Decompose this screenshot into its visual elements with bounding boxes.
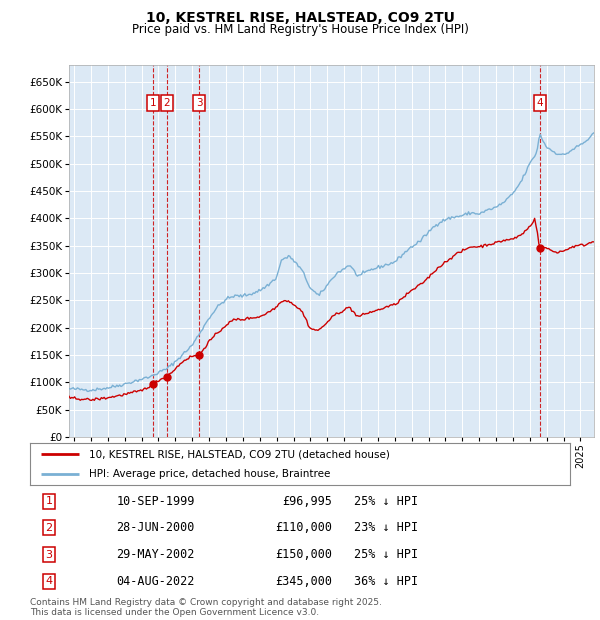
Text: 28-JUN-2000: 28-JUN-2000	[116, 521, 195, 534]
Text: 4: 4	[46, 576, 52, 587]
Text: 10-SEP-1999: 10-SEP-1999	[116, 495, 195, 508]
Text: 10, KESTREL RISE, HALSTEAD, CO9 2TU: 10, KESTREL RISE, HALSTEAD, CO9 2TU	[146, 11, 454, 25]
Text: 10, KESTREL RISE, HALSTEAD, CO9 2TU (detached house): 10, KESTREL RISE, HALSTEAD, CO9 2TU (det…	[89, 450, 390, 459]
Text: 3: 3	[196, 99, 202, 108]
Text: 2: 2	[163, 99, 170, 108]
Text: 2: 2	[46, 523, 52, 533]
Text: Price paid vs. HM Land Registry's House Price Index (HPI): Price paid vs. HM Land Registry's House …	[131, 23, 469, 36]
Text: HPI: Average price, detached house, Braintree: HPI: Average price, detached house, Brai…	[89, 469, 331, 479]
Text: 04-AUG-2022: 04-AUG-2022	[116, 575, 195, 588]
Text: Contains HM Land Registry data © Crown copyright and database right 2025.
This d: Contains HM Land Registry data © Crown c…	[30, 598, 382, 617]
Text: £150,000: £150,000	[275, 548, 332, 561]
Text: £345,000: £345,000	[275, 575, 332, 588]
Text: £110,000: £110,000	[275, 521, 332, 534]
Text: 29-MAY-2002: 29-MAY-2002	[116, 548, 195, 561]
Text: 1: 1	[46, 496, 52, 507]
Text: 23% ↓ HPI: 23% ↓ HPI	[354, 521, 418, 534]
Text: 36% ↓ HPI: 36% ↓ HPI	[354, 575, 418, 588]
Text: 25% ↓ HPI: 25% ↓ HPI	[354, 548, 418, 561]
Text: 4: 4	[536, 99, 543, 108]
Text: £96,995: £96,995	[283, 495, 332, 508]
Text: 25% ↓ HPI: 25% ↓ HPI	[354, 495, 418, 508]
Text: 1: 1	[150, 99, 157, 108]
Text: 3: 3	[46, 549, 52, 560]
